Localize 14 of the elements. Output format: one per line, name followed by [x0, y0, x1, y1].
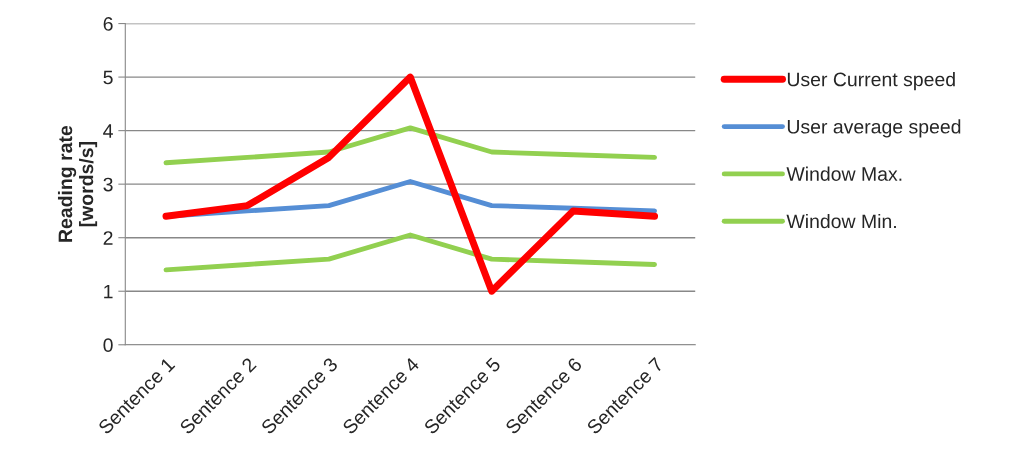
- y-tick-label: 1: [104, 284, 113, 299]
- y-tick-label: 6: [103, 17, 113, 31]
- y-tick-label: 3: [103, 177, 113, 192]
- y-tick-label: 5: [103, 70, 113, 85]
- y-tick-label: 4: [103, 124, 113, 138]
- y-tick-label: 0: [103, 338, 113, 353]
- legend-label: User average speed: [787, 119, 961, 138]
- line-series: [163, 125, 657, 166]
- y-tick-label: 2: [103, 231, 113, 245]
- legend-label: User Current speed: [787, 72, 955, 91]
- legend-label: Window Min.: [786, 213, 896, 229]
- line-series: [163, 232, 657, 273]
- legend-label: Window Max.: [786, 166, 902, 181]
- y-axis-title: Reading rate [words/s]: [57, 125, 98, 242]
